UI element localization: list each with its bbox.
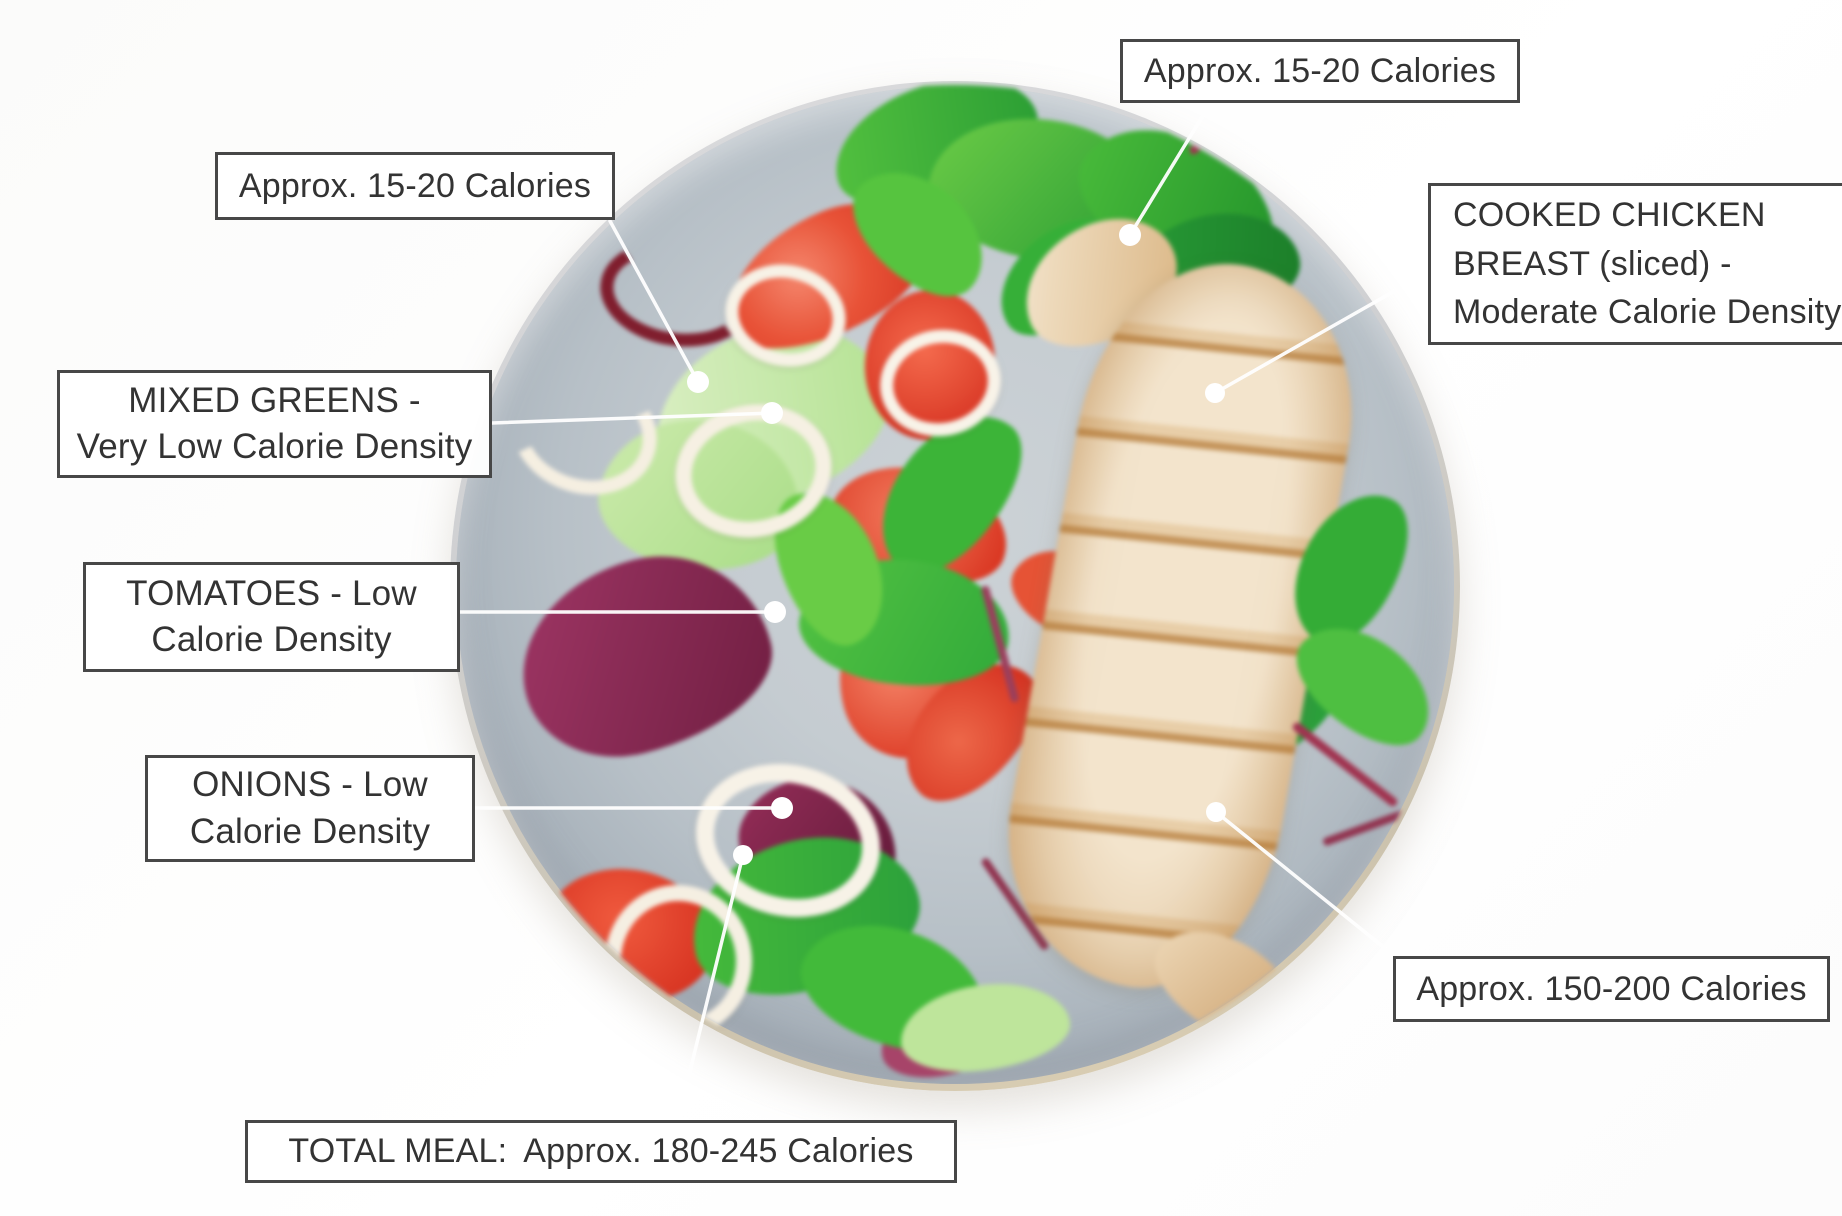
label-line: Moderate Calorie Density	[1453, 293, 1842, 332]
label-left-calories: Approx. 15-20 Calories	[215, 152, 615, 220]
label-text: Approx. 15-20 Calories	[1143, 51, 1497, 90]
label-top-calories: Approx. 15-20 Calories	[1120, 39, 1520, 103]
label-onions: ONIONS - Low Calorie Density	[145, 755, 475, 862]
label-line: BREAST (sliced) -	[1453, 244, 1732, 283]
label-line: Very Low Calorie Density	[76, 427, 473, 466]
label-total-meal: TOTAL MEAL: Approx. 180-245 Calories	[245, 1120, 957, 1183]
label-line: ONIONS - Low	[192, 765, 428, 805]
label-chicken-calories: Approx. 150-200 Calories	[1393, 956, 1830, 1022]
label-tomatoes: TOMATOES - Low Calorie Density	[83, 562, 460, 672]
label-line: TOMATOES - Low	[126, 573, 417, 613]
label-cooked-chicken-breast: COOKED CHICKEN BREAST (sliced) - Moderat…	[1428, 183, 1842, 345]
label-line: COOKED CHICKEN	[1453, 195, 1766, 234]
label-line: MIXED GREENS -	[128, 380, 421, 420]
label-text: Approx. 15-20 Calories	[238, 166, 592, 205]
label-text: Approx. 150-200 Calories	[1416, 969, 1807, 1008]
salad-photo	[455, 85, 1455, 1085]
label-line: Calorie Density	[151, 620, 392, 659]
radicchio-leaf	[500, 532, 790, 778]
label-line: Calorie Density	[189, 811, 431, 851]
label-mixed-greens: MIXED GREENS - Very Low Calorie Density	[57, 370, 492, 478]
total-meal-label: TOTAL MEAL:	[288, 1132, 508, 1171]
beet-stem	[1321, 801, 1429, 847]
total-meal-value: Approx. 180-245 Calories	[523, 1132, 914, 1171]
